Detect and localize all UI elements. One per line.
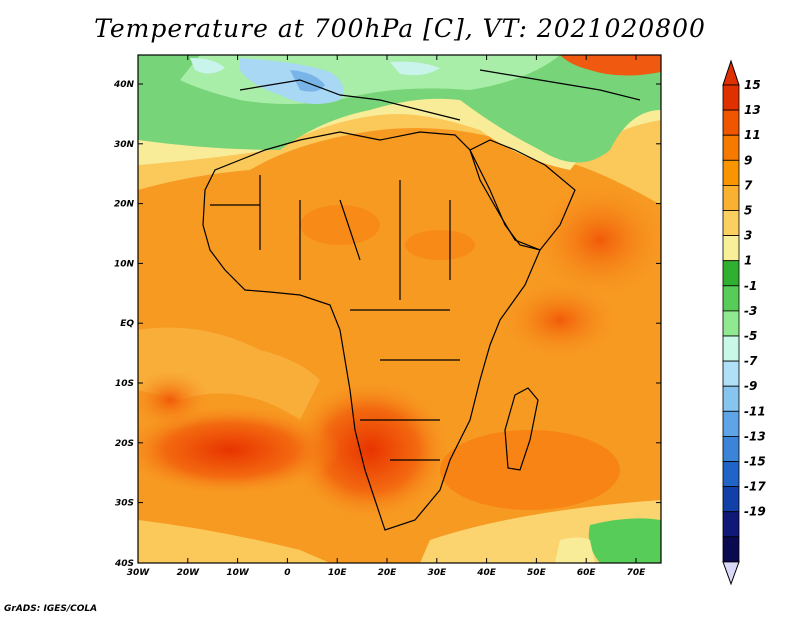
coastlines bbox=[202, 69, 641, 531]
longitude-tick-label: 20W bbox=[177, 568, 201, 578]
colorbar-label: 5 bbox=[744, 204, 752, 218]
longitude-tick-label: 30E bbox=[427, 568, 447, 578]
longitude-tick-label: 30W bbox=[127, 568, 151, 578]
colorbar-swatch bbox=[722, 536, 740, 563]
colorbar-swatch bbox=[722, 410, 740, 437]
colorbar-legend: 15 13 11 9 7 5 3 1 -1 -3 -5 -7 -9 -11 -13 -15 -17 -19 bbox=[722, 59, 766, 586]
latitude-tick-label: 20N bbox=[114, 200, 135, 210]
colorbar-label: -19 bbox=[744, 505, 766, 519]
colorbar-label: 7 bbox=[744, 178, 753, 192]
map-title: Temperature at 700hPa [C], VT: 202102080… bbox=[94, 14, 706, 43]
colorbar-label: -3 bbox=[744, 304, 757, 318]
colorbar-swatch bbox=[722, 235, 740, 262]
latitude-tick-label: 40S bbox=[114, 559, 134, 569]
latitude-tick-label: 10S bbox=[115, 379, 134, 389]
longitude-tick-label: 10E bbox=[328, 568, 348, 578]
latitude-tick-label: 30N bbox=[114, 140, 135, 150]
colorbar-label: 13 bbox=[744, 103, 761, 117]
colorbar-label: 9 bbox=[744, 153, 752, 167]
colorbar-swatch bbox=[722, 385, 740, 412]
colorbar-swatch bbox=[722, 134, 740, 161]
latitude-tick-label: EQ bbox=[120, 319, 134, 329]
latitude-tick-label: 20S bbox=[115, 439, 134, 449]
latitude-axis: 40N 30N 20N 10N EQ 10S 20S 30S 40S bbox=[113, 80, 661, 569]
latitude-tick-label: 40N bbox=[113, 80, 135, 90]
colorbar-label: 11 bbox=[744, 128, 761, 142]
colorbar-label: -17 bbox=[744, 480, 766, 494]
colorbar-swatch bbox=[722, 260, 740, 287]
colorbar-swatch bbox=[722, 310, 740, 337]
latitude-tick-label: 10N bbox=[114, 259, 135, 269]
longitude-tick-label: 70E bbox=[627, 568, 647, 578]
colorbar-swatch bbox=[722, 184, 740, 211]
map-frame bbox=[137, 54, 662, 564]
longitude-tick-label: 10W bbox=[226, 568, 250, 578]
colorbar-swatch bbox=[722, 335, 740, 362]
colorbar-swatch bbox=[722, 109, 740, 136]
colorbar-swatch bbox=[722, 511, 740, 538]
colorbar-label: 1 bbox=[744, 254, 752, 268]
colorbar-label: -13 bbox=[744, 429, 766, 443]
colorbar-swatch bbox=[722, 360, 740, 387]
colorbar-label: -15 bbox=[744, 455, 766, 469]
colorbar-label: -9 bbox=[744, 379, 757, 393]
colorbar-bottom-arrow bbox=[722, 561, 740, 586]
colorbar-label: -1 bbox=[744, 279, 757, 293]
colorbar-swatch bbox=[722, 486, 740, 513]
colorbar-label: -7 bbox=[744, 354, 758, 368]
credit-text: GrADS: IGES/COLA bbox=[4, 604, 98, 614]
temperature-field bbox=[138, 55, 661, 563]
colorbar-swatch bbox=[722, 210, 740, 237]
longitude-axis: 30W 20W 10W 0 10E 20E 30E 40E 50E 60E 70E bbox=[127, 55, 646, 578]
colorbar-swatch bbox=[722, 435, 740, 462]
longitude-tick-label: 50E bbox=[527, 568, 547, 578]
colorbar-swatch bbox=[722, 461, 740, 488]
latitude-tick-label: 30S bbox=[115, 499, 134, 509]
longitude-tick-label: 60E bbox=[577, 568, 597, 578]
colorbar-swatch bbox=[722, 84, 740, 111]
longitude-tick-label: 0 bbox=[284, 568, 290, 578]
colorbar-swatch bbox=[722, 159, 740, 186]
colorbar-label: -5 bbox=[744, 329, 757, 343]
longitude-tick-label: 40E bbox=[476, 568, 497, 578]
colorbar-label: 15 bbox=[744, 78, 761, 92]
colorbar-label: -11 bbox=[744, 404, 766, 418]
colorbar-top-arrow bbox=[722, 59, 740, 86]
longitude-tick-label: 20E bbox=[378, 568, 398, 578]
colorbar-swatch bbox=[722, 285, 740, 312]
colorbar-label: 3 bbox=[744, 229, 752, 243]
